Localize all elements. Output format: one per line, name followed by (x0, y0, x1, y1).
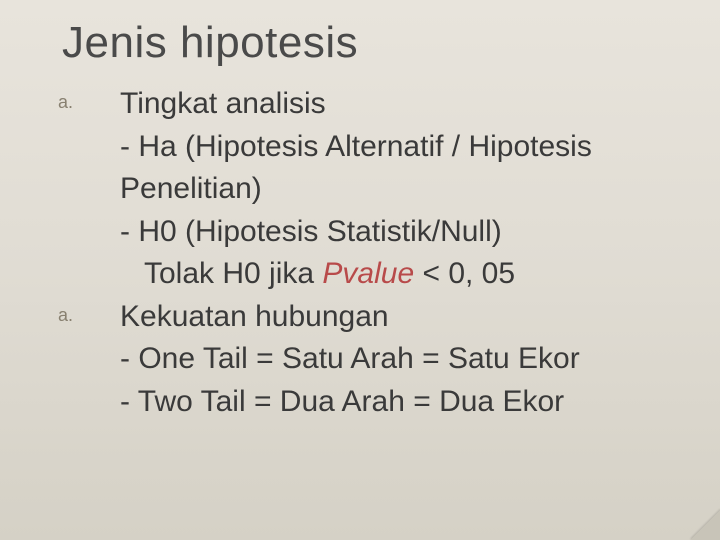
slide-title: Jenis hipotesis (0, 0, 720, 68)
subline: Tolak H0 jika Pvalue < 0, 05 (30, 254, 690, 295)
list-marker-empty (30, 127, 120, 135)
list-item: a. Kekuatan hubungan (30, 297, 690, 338)
slide-content: a. Tingkat analisis - Ha (Hipotesis Alte… (0, 68, 720, 422)
subline-text: - Ha (Hipotesis Alternatif / Hipotesis (120, 127, 690, 168)
page-curl-icon (678, 498, 720, 540)
list-marker-empty (30, 254, 120, 262)
subline-text: Tolak H0 jika Pvalue < 0, 05 (120, 254, 690, 295)
subline-accent: Pvalue (322, 257, 414, 290)
item-label: Tingkat analisis (120, 84, 690, 125)
list-marker-empty (30, 212, 120, 220)
subline-text: Penelitian) (120, 169, 690, 210)
subline-prefix: Tolak H0 jika (144, 257, 322, 290)
subline: - One Tail = Satu Arah = Satu Ekor (30, 339, 690, 380)
subline: - H0 (Hipotesis Statistik/Null) (30, 212, 690, 253)
subline-suffix: < 0, 05 (414, 257, 515, 290)
item-label: Kekuatan hubungan (120, 297, 690, 338)
list-marker: a. (30, 84, 120, 113)
subline-text: - Two Tail = Dua Arah = Dua Ekor (120, 382, 690, 423)
subline: Penelitian) (30, 169, 690, 210)
list-marker-empty (30, 339, 120, 347)
list-item: a. Tingkat analisis (30, 84, 690, 125)
subline-text: - One Tail = Satu Arah = Satu Ekor (120, 339, 690, 380)
list-marker-empty (30, 169, 120, 177)
list-marker: a. (30, 297, 120, 326)
subline-text: - H0 (Hipotesis Statistik/Null) (120, 212, 690, 253)
list-marker-empty (30, 382, 120, 390)
subline: - Ha (Hipotesis Alternatif / Hipotesis (30, 127, 690, 168)
subline: - Two Tail = Dua Arah = Dua Ekor (30, 382, 690, 423)
